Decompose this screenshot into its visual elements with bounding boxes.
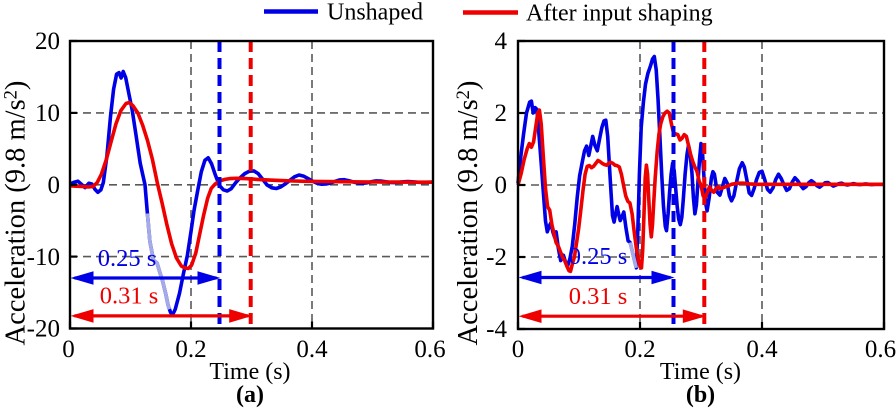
svg-text:0.2: 0.2 xyxy=(175,336,206,363)
svg-text:10: 10 xyxy=(35,100,60,127)
svg-text:(a): (a) xyxy=(236,382,264,408)
svg-text:0: 0 xyxy=(48,172,61,199)
svg-text:0.31 s: 0.31 s xyxy=(100,283,159,310)
svg-text:0.31 s: 0.31 s xyxy=(569,283,628,310)
svg-text:Time (s): Time (s) xyxy=(660,359,741,385)
svg-text:0.4: 0.4 xyxy=(746,336,778,363)
svg-text:0.25 s: 0.25 s xyxy=(98,245,157,272)
svg-text:-10: -10 xyxy=(27,244,60,271)
svg-text:0: 0 xyxy=(512,336,525,363)
svg-text:Unshaped: Unshaped xyxy=(327,0,423,26)
svg-text:20: 20 xyxy=(35,28,60,55)
svg-text:0.6: 0.6 xyxy=(865,336,896,363)
svg-text:0.2: 0.2 xyxy=(624,336,655,363)
svg-text:0.4: 0.4 xyxy=(296,336,328,363)
svg-text:Acceleration (9.8 m/s2): Acceleration (9.8 m/s2) xyxy=(453,81,484,346)
svg-text:4: 4 xyxy=(495,28,508,55)
svg-text:-2: -2 xyxy=(486,244,507,271)
svg-text:(b): (b) xyxy=(686,382,715,408)
svg-text:0: 0 xyxy=(495,172,508,199)
svg-text:0.6: 0.6 xyxy=(414,336,445,363)
svg-text:0.25 s: 0.25 s xyxy=(569,243,628,270)
svg-text:-20: -20 xyxy=(27,316,60,343)
svg-text:Time (s): Time (s) xyxy=(209,359,290,385)
svg-text:2: 2 xyxy=(495,100,508,127)
svg-text:Acceleration (9.8 m/s2): Acceleration (9.8 m/s2) xyxy=(1,81,32,346)
svg-text:-4: -4 xyxy=(486,316,507,343)
svg-text:After input shaping: After input shaping xyxy=(526,1,713,27)
svg-text:0: 0 xyxy=(62,336,75,363)
